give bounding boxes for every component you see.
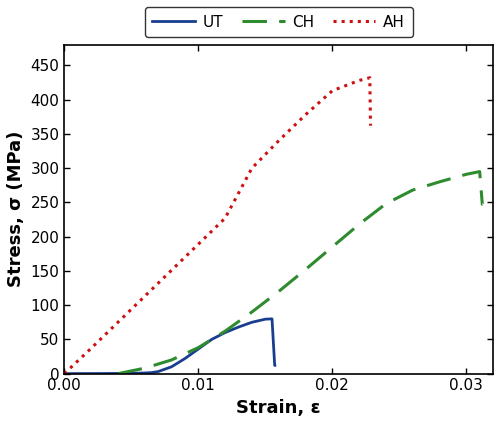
X-axis label: Strain, ε: Strain, ε [236,399,321,417]
Legend: UT, CH, AH: UT, CH, AH [145,7,412,37]
Y-axis label: Stress, σ (MPa): Stress, σ (MPa) [7,131,25,287]
